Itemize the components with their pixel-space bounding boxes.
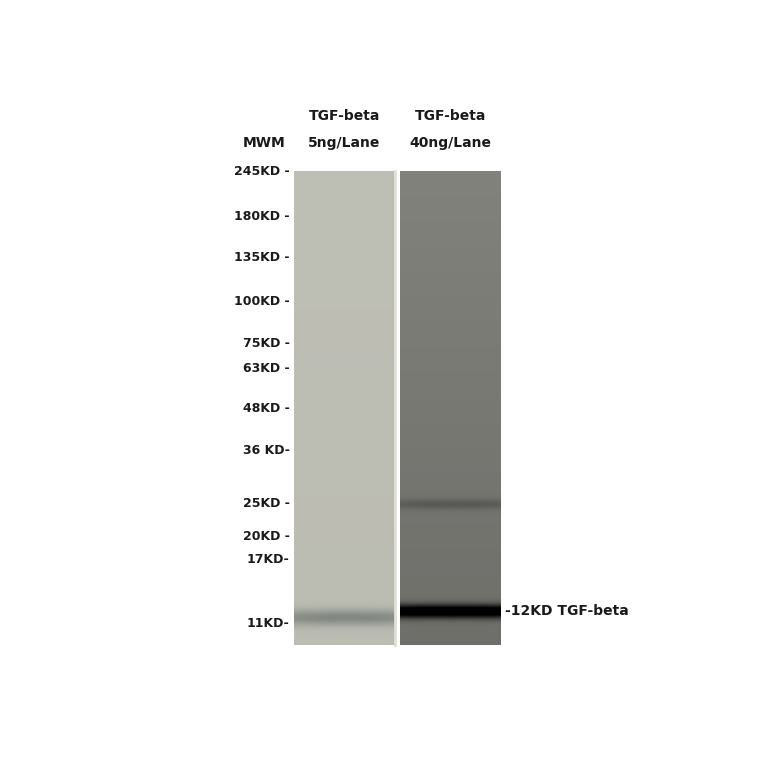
Text: MWM: MWM <box>243 136 286 150</box>
Text: 5ng/Lane: 5ng/Lane <box>308 136 380 150</box>
Text: TGF-beta: TGF-beta <box>415 109 487 123</box>
Text: 63KD -: 63KD - <box>243 362 290 375</box>
Text: TGF-beta: TGF-beta <box>309 109 380 123</box>
Text: 135KD -: 135KD - <box>235 251 290 264</box>
Text: 48KD -: 48KD - <box>243 402 290 415</box>
Text: 180KD -: 180KD - <box>235 209 290 222</box>
Text: 17KD-: 17KD- <box>247 553 290 566</box>
Text: -12KD TGF-beta: -12KD TGF-beta <box>505 604 629 617</box>
Text: 25KD -: 25KD - <box>243 497 290 510</box>
Text: 11KD-: 11KD- <box>247 617 290 630</box>
Text: 36 KD-: 36 KD- <box>243 444 290 457</box>
Text: 245KD -: 245KD - <box>234 164 290 177</box>
Text: 100KD -: 100KD - <box>234 295 290 308</box>
Text: 20KD -: 20KD - <box>243 529 290 542</box>
Text: 75KD -: 75KD - <box>243 337 290 350</box>
Text: 40ng/Lane: 40ng/Lane <box>410 136 492 150</box>
